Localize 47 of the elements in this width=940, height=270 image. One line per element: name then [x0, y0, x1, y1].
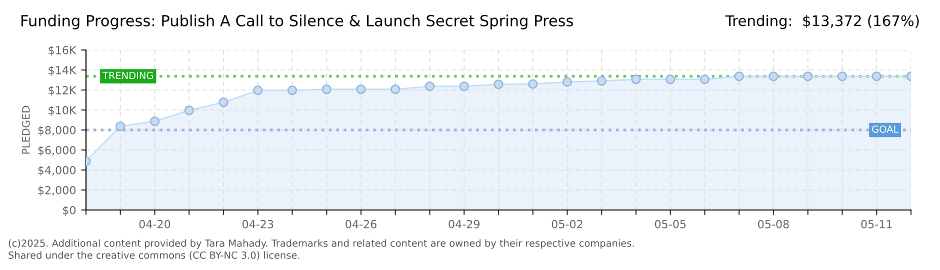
point	[872, 71, 882, 82]
point	[837, 71, 848, 82]
x-tick-label: 05-05	[654, 220, 686, 228]
x-tick-label: 04-29	[448, 220, 480, 228]
text: Shared under the creative commons (CC BY-NC 3.0) license.	[8, 251, 300, 260]
y-tick-label: $12K	[48, 86, 77, 96]
point	[596, 76, 606, 86]
point	[494, 79, 504, 90]
point	[562, 77, 572, 87]
y-tick-label: $14K	[48, 66, 77, 76]
x-tick-label: 05-02	[552, 220, 582, 228]
y-tick-label: $8,000	[38, 126, 76, 136]
chart-title: Funding Progress: Publish A Call to Silence & Launch Secret Spring Press	[22, 14, 574, 30]
point	[287, 85, 298, 96]
point	[768, 71, 778, 82]
y-tick-label: $2,000	[38, 186, 76, 196]
y-tick-label: $0	[63, 206, 76, 216]
ref-line-label: GOAL	[872, 125, 899, 133]
y-tick-label: $10K	[48, 106, 77, 116]
x-tick-label: 04-23	[242, 220, 274, 228]
ref-line-label: TRENDING	[102, 72, 153, 80]
x-tick-label: 04-26	[346, 220, 376, 228]
point	[390, 84, 400, 94]
point	[666, 74, 676, 84]
y-tick-label: $4,000	[38, 166, 76, 176]
point	[734, 71, 744, 82]
y-axis-title: PLEDGED	[22, 106, 30, 154]
point	[528, 79, 538, 89]
y-tick-label: $16K	[48, 46, 77, 56]
point	[631, 74, 641, 84]
chart-subtitle: Trending: $13,372 (167%)	[725, 14, 919, 30]
point	[253, 85, 263, 96]
point	[424, 81, 435, 92]
point	[322, 84, 332, 94]
point	[700, 74, 710, 84]
point	[184, 105, 194, 116]
point	[150, 116, 160, 126]
x-tick-label: 04-20	[139, 220, 170, 228]
point	[218, 97, 228, 108]
x-tick-label: 05-08	[758, 220, 789, 228]
point	[356, 84, 366, 94]
point	[803, 71, 813, 82]
point	[116, 121, 126, 132]
y-tick-label: $6,000	[38, 146, 76, 156]
point	[459, 81, 469, 92]
x-tick-label: 05-11	[861, 220, 892, 228]
text: (c)2025. Additional content provided by Tara Mahady. Trademarks and related content are owned by their respective companies.	[8, 239, 634, 249]
